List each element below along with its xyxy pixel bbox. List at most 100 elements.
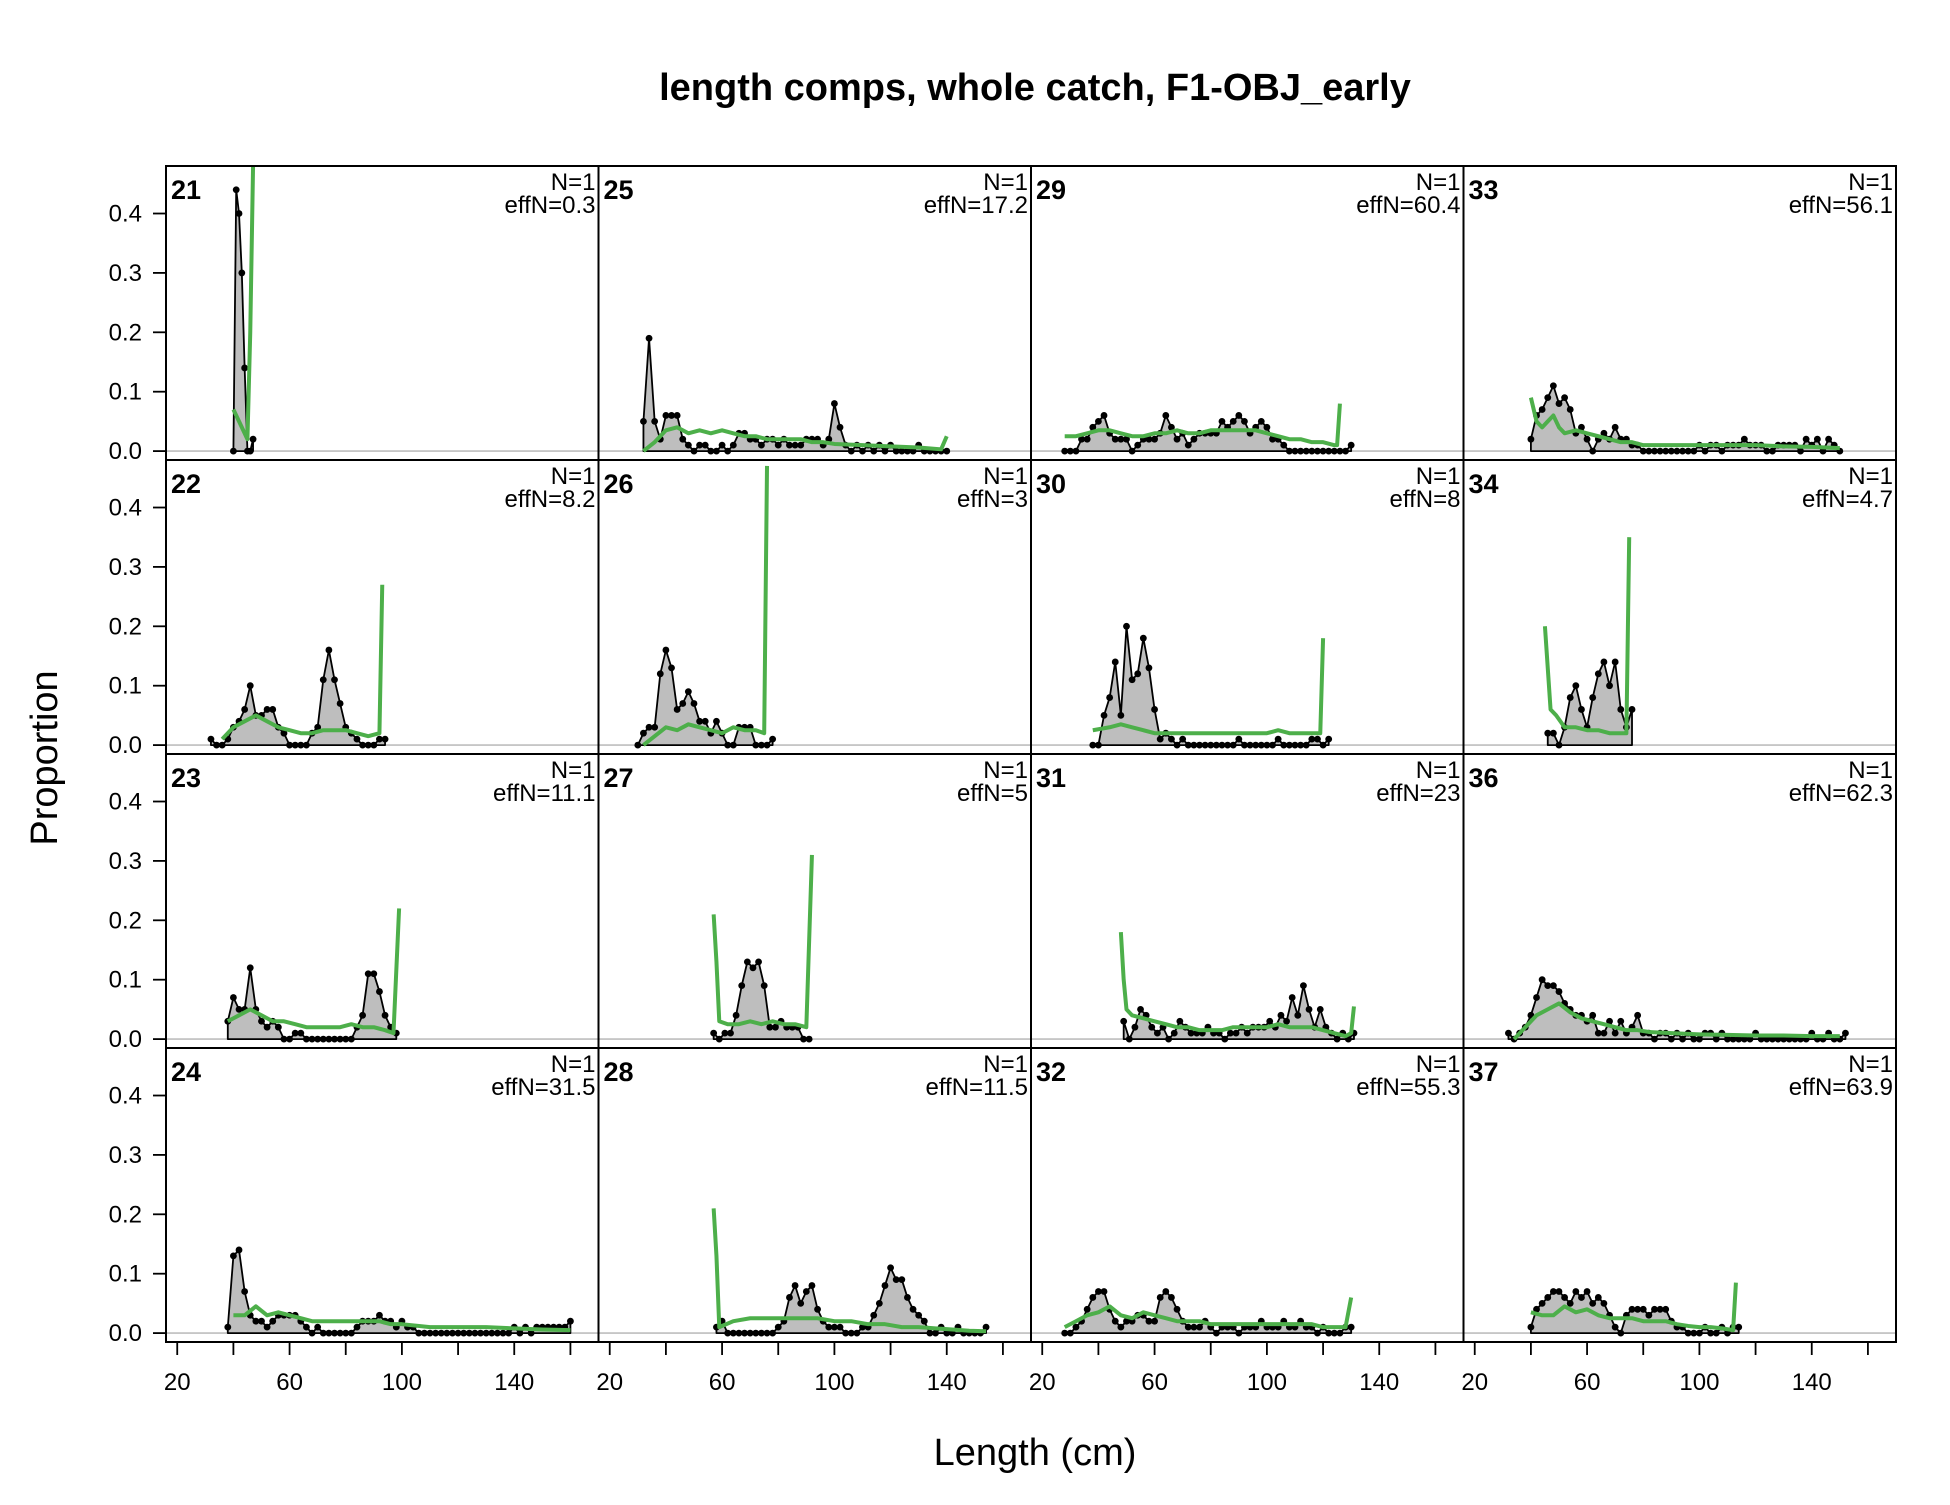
observed-point	[735, 1329, 743, 1337]
observed-point	[926, 1329, 934, 1337]
observed-point	[359, 741, 366, 749]
observed-point	[1729, 1035, 1737, 1043]
observed-point	[881, 447, 889, 455]
observed-point	[1639, 1305, 1647, 1313]
observed-point	[364, 741, 372, 749]
observed-point	[1257, 741, 1265, 749]
observed-point	[1196, 741, 1203, 749]
observed-point	[1246, 741, 1254, 749]
observed-point	[1089, 423, 1097, 431]
observed-point	[336, 1329, 344, 1337]
observed-point	[847, 1329, 855, 1337]
observed-point	[449, 1329, 456, 1337]
observed-point	[376, 735, 383, 743]
observed-point	[1212, 741, 1220, 749]
observed-point	[1117, 1323, 1125, 1331]
observed-point	[1589, 1299, 1597, 1307]
observed-point	[1583, 435, 1591, 443]
observed-point	[1173, 741, 1181, 749]
expected-line-36	[1512, 1001, 1840, 1041]
y-tick-label: 0.1	[109, 379, 142, 406]
observed-point	[477, 1329, 484, 1337]
observed-point	[1095, 1288, 1102, 1295]
observed-point	[1153, 1029, 1161, 1037]
panel-effn-label: effN=31.5	[491, 1074, 595, 1101]
observed-point	[1176, 1017, 1184, 1025]
observed-point	[499, 1329, 507, 1337]
observed-point	[303, 1035, 310, 1043]
observed-point	[246, 447, 254, 455]
observed-point	[426, 1329, 434, 1337]
panel-id-label: 31	[1036, 763, 1066, 793]
observed-point	[1583, 1288, 1591, 1295]
observed-point	[1280, 441, 1288, 449]
observed-point	[1061, 447, 1069, 455]
observed-point	[1696, 1329, 1703, 1337]
panel-effn-label: effN=8.2	[505, 486, 596, 513]
observed-point	[1555, 988, 1563, 995]
observed-point	[1342, 447, 1349, 455]
observed-point	[713, 447, 720, 455]
observed-point	[336, 1035, 344, 1043]
panel-n-label: N=1	[1416, 463, 1461, 490]
observed-point	[1763, 447, 1771, 455]
observed-point	[1285, 741, 1293, 749]
observed-point	[1297, 447, 1305, 455]
observed-point	[1190, 741, 1198, 749]
observed-point	[1549, 982, 1557, 990]
observed-point	[696, 441, 703, 449]
observed-point	[263, 706, 271, 713]
observed-point	[752, 741, 760, 749]
observed-point	[743, 958, 751, 966]
observed-point	[1145, 435, 1153, 443]
expected-line-37	[1530, 1282, 1738, 1333]
panel-id-label: 28	[604, 1057, 634, 1087]
observed-point	[342, 1035, 350, 1043]
observed-point	[1645, 447, 1653, 455]
observed-point	[1302, 741, 1310, 749]
observed-point	[904, 1294, 911, 1301]
panel-effn-label: effN=11.5	[925, 1074, 1028, 1101]
x-tick-label: 140	[927, 1369, 967, 1396]
observed-point	[634, 741, 642, 749]
observed-point	[920, 1317, 928, 1325]
observed-point	[1089, 1294, 1097, 1301]
observed-point	[766, 1023, 774, 1031]
observed-point	[814, 1305, 821, 1313]
x-tick-label: 100	[1247, 1369, 1287, 1396]
observed-point	[1083, 435, 1091, 443]
observed-point	[274, 1023, 282, 1031]
observed-point	[235, 1005, 243, 1013]
observed-point	[1095, 417, 1102, 425]
observed-point	[319, 676, 327, 684]
observed-point	[1690, 447, 1698, 455]
observed-point	[732, 1011, 740, 1019]
observed-point	[713, 717, 720, 725]
observed-point	[1263, 423, 1271, 431]
observed-point	[1274, 735, 1282, 743]
panel-effn-label: effN=11.1	[493, 780, 596, 807]
panel-n-label: N=1	[1848, 757, 1893, 784]
y-tick-label: 0.0	[109, 1026, 142, 1053]
observed-point	[1319, 447, 1327, 455]
observed-point	[1651, 1305, 1658, 1313]
observed-point	[1656, 447, 1664, 455]
x-tick-label: 100	[382, 1369, 422, 1396]
observed-point	[763, 741, 771, 749]
observed-point	[1505, 1029, 1512, 1037]
x-tick-label: 140	[1792, 1369, 1832, 1396]
observed-point	[1229, 741, 1237, 749]
observed-point	[710, 1029, 718, 1037]
panel-effn-label: effN=23	[1376, 780, 1460, 807]
observed-point	[690, 700, 698, 707]
observed-point	[1628, 1305, 1636, 1313]
observed-point	[1651, 447, 1658, 455]
expected-line-24	[233, 1304, 571, 1333]
observed-point	[1243, 1029, 1251, 1037]
observed-point	[1156, 1294, 1164, 1301]
observed-point	[1611, 658, 1619, 666]
observed-point	[1538, 1299, 1546, 1307]
